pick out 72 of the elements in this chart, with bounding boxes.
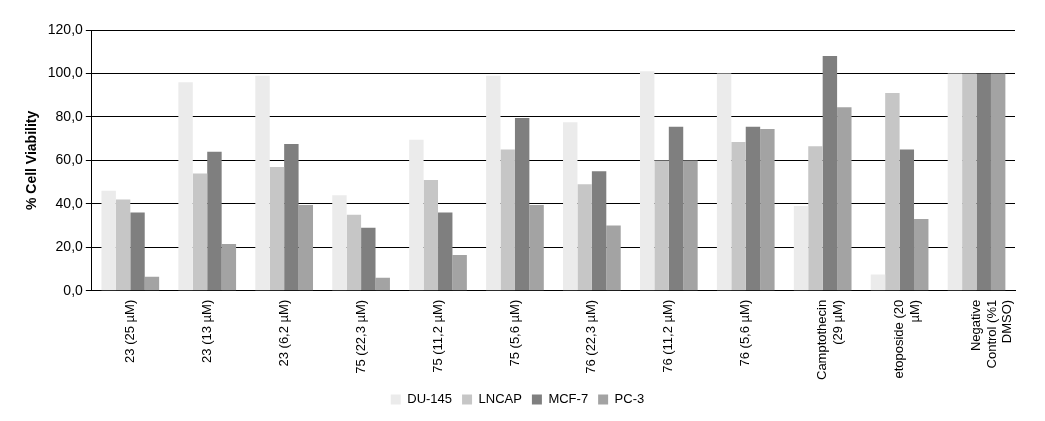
y-tick-label: 100,0	[47, 64, 84, 81]
bar	[375, 277, 390, 291]
bar	[207, 151, 222, 291]
bar	[870, 274, 886, 291]
x-tick-label: 23 (6,2 µM)	[275, 299, 291, 367]
x-tick-label: 76 (11,2 µM)	[660, 299, 676, 373]
x-tick-label: 76 (22,3 µM)	[583, 299, 599, 374]
y-tick-label: 80,0	[55, 107, 84, 124]
bar	[837, 107, 852, 291]
bar	[899, 149, 915, 291]
x-tick-label: Camptothecin (29 µM)	[814, 299, 845, 381]
y-tick-label: 120,0	[47, 20, 84, 37]
bar	[914, 219, 929, 291]
x-tick-label: 75 (11,2 µM)	[429, 299, 445, 373]
bar	[606, 225, 621, 291]
bar	[808, 146, 823, 291]
bar	[284, 144, 299, 291]
y-tick-label: 0,0	[63, 281, 84, 298]
legend-label: MCF-7	[548, 391, 589, 407]
bar	[423, 179, 439, 291]
bar	[793, 206, 809, 291]
bar	[639, 71, 655, 291]
bar	[563, 122, 578, 291]
x-tick-label: 23 (13 µM)	[198, 299, 214, 363]
y-tick-label: 20,0	[55, 238, 84, 255]
bar	[990, 73, 1006, 291]
bar	[130, 212, 145, 291]
bar	[298, 204, 314, 291]
bar	[947, 73, 963, 291]
bar	[332, 195, 347, 291]
bar	[577, 184, 592, 291]
x-tick-label: 23 (25 µM)	[121, 299, 137, 363]
bar	[409, 139, 424, 291]
bar	[178, 82, 193, 291]
bar	[192, 173, 208, 291]
bar	[731, 141, 746, 291]
y-tick-label: 40,0	[55, 194, 84, 211]
x-tick-label: 75 (22,3 µM)	[352, 299, 368, 374]
bar	[529, 204, 544, 291]
bar	[654, 160, 669, 291]
x-tick-label: 75 (5,6 µM)	[506, 299, 522, 367]
legend-label: PC-3	[614, 391, 645, 407]
bar	[255, 75, 270, 291]
bar	[144, 276, 160, 291]
y-axis-title: % Cell Viability	[23, 110, 40, 211]
bar	[668, 126, 684, 291]
bar	[962, 73, 977, 291]
bar	[361, 227, 376, 291]
bar	[101, 190, 116, 291]
bar	[346, 214, 362, 291]
legend-label: LNCAP	[478, 391, 522, 407]
bar	[822, 56, 838, 291]
bar	[269, 166, 285, 291]
x-tick-label: Negative Control (%1 DMSO)	[968, 299, 1015, 369]
bar	[885, 93, 900, 291]
bar	[745, 126, 761, 291]
legend-label: DU-145	[407, 391, 453, 407]
bar	[976, 73, 991, 291]
bar	[514, 118, 530, 291]
bar	[683, 160, 698, 291]
bar	[716, 73, 732, 291]
bar	[760, 128, 775, 291]
bar	[438, 212, 453, 291]
bar	[115, 199, 131, 291]
y-tick-label: 60,0	[55, 151, 84, 168]
x-tick-label: 76 (5,6 µM)	[737, 299, 753, 367]
bar	[500, 149, 515, 291]
bar	[591, 171, 607, 291]
bar	[452, 254, 467, 291]
bar	[486, 75, 501, 291]
x-tick-label: etoposide (20 µM)	[891, 299, 922, 379]
bar	[221, 244, 237, 291]
